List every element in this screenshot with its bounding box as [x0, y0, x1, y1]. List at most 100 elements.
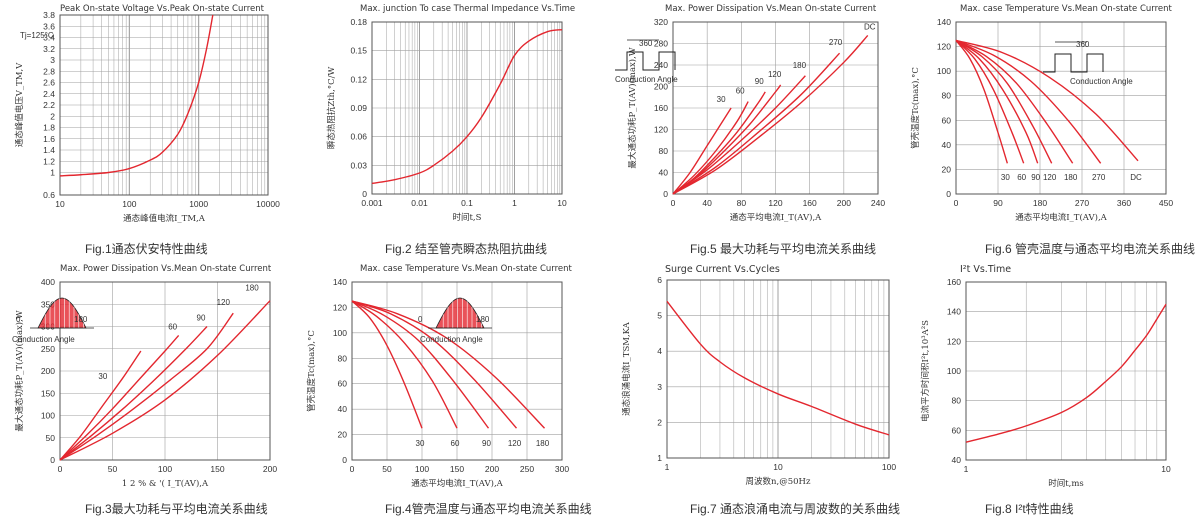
- x-tick-label: 120: [768, 198, 782, 208]
- x-tick-label: 0: [350, 464, 355, 474]
- series-line: [672, 84, 782, 195]
- tick-labels: 050100150200050100150200250300350400: [41, 277, 278, 474]
- y-tick-label: 2.4: [43, 89, 55, 99]
- series-curves: [59, 300, 271, 461]
- y-tick-label: 0.18: [350, 17, 367, 27]
- y-tick-label: 1.6: [43, 134, 55, 144]
- chart-title: Max. Power Dissipation Vs.Mean On-state …: [60, 264, 272, 274]
- chart-title: Surge Current Vs.Cycles: [665, 264, 780, 275]
- series-label: DC: [864, 22, 876, 31]
- gridlines: [59, 14, 269, 196]
- series-curves: [371, 28, 563, 185]
- series-line: [672, 52, 841, 195]
- figure-caption: Fig.4管壳温度与通态平均电流关系曲线: [385, 502, 592, 516]
- y-axis-label: 管壳温度Tc(max),°C: [306, 330, 317, 412]
- chart-annotation: 360: [639, 39, 653, 48]
- y-tick-label: 120: [937, 42, 951, 52]
- series-line: [351, 300, 458, 429]
- chart-panel-power-sine: Max. Power Dissipation Vs.Mean On-state …: [0, 260, 300, 520]
- y-tick-label: 5: [657, 311, 662, 321]
- y-tick-label: 1: [657, 453, 662, 463]
- chart-annotation: 180: [74, 315, 88, 324]
- y-tick-label: 250: [41, 344, 55, 354]
- x-tick-label: 100: [122, 199, 136, 209]
- gridlines: [965, 281, 1167, 461]
- y-tick-label: 120: [947, 336, 961, 346]
- series-curves: [965, 303, 1167, 443]
- y-axis-label: 电流平方时间积I²t,10³A²S: [920, 320, 931, 422]
- y-tick-label: 2: [657, 417, 662, 427]
- figure-caption: Fig.8 I²t特性曲线: [985, 502, 1074, 516]
- square-wave-icon: [615, 51, 676, 71]
- series-label: 270: [1092, 173, 1106, 182]
- y-tick-label: 1: [50, 168, 55, 178]
- x-tick-label: 200: [837, 198, 851, 208]
- x-tick-label: 0: [58, 464, 63, 474]
- x-tick-label: 180: [1033, 198, 1047, 208]
- y-tick-label: 40: [942, 140, 952, 150]
- gridlines: [371, 21, 563, 195]
- series-line: [955, 39, 1074, 164]
- x-tick-label: 450: [1159, 198, 1173, 208]
- y-tick-label: 2.2: [43, 100, 55, 110]
- chart-panel-voltage-current: Peak On-state Voltage Vs.Peak On-state C…: [0, 0, 300, 260]
- y-tick-label: 80: [659, 146, 669, 156]
- series-line: [59, 326, 208, 461]
- y-tick-label: 100: [41, 411, 55, 421]
- x-tick-label: 200: [263, 464, 277, 474]
- y-tick-label: 40: [952, 455, 962, 465]
- series-line: [371, 28, 563, 185]
- chart-panel-thermal-impedance: Max. junction To case Thermal Impedance …: [300, 0, 600, 260]
- x-tick-label: 250: [520, 464, 534, 474]
- y-tick-label: 60: [338, 379, 348, 389]
- x-tick-label: 1: [665, 462, 670, 472]
- y-tick-label: 0.06: [350, 132, 367, 142]
- series-label: 120: [768, 70, 782, 79]
- series-line: [59, 350, 142, 461]
- y-tick-label: 0.03: [350, 160, 367, 170]
- series-label: 180: [1064, 173, 1078, 182]
- series-line: [351, 300, 423, 429]
- chart-panel-power-rect: Max. Power Dissipation Vs.Mean On-state …: [605, 0, 905, 260]
- x-tick-label: 80: [737, 198, 747, 208]
- half-sine-icon: [30, 297, 94, 329]
- figure-caption: Fig.2 结至管壳瞬态热阻抗曲线: [385, 242, 548, 256]
- x-tick-label: 10: [1161, 464, 1171, 474]
- chart-title: Peak On-state Voltage Vs.Peak On-state C…: [60, 4, 264, 14]
- x-tick-label: 150: [450, 464, 464, 474]
- series-label: 60: [451, 439, 460, 448]
- chart-annotation: Conduction Angle: [12, 335, 75, 344]
- series-label: 30: [1001, 173, 1010, 182]
- x-tick-label: 0.01: [411, 198, 428, 208]
- y-tick-label: 80: [952, 396, 962, 406]
- series-line: [965, 303, 1167, 443]
- y-axis-label: 瞬态热阻抗Zth,°C/W: [326, 67, 337, 150]
- chart-title: Max. Power Dissipation Vs.Mean On-state …: [665, 4, 877, 14]
- y-tick-label: 80: [942, 91, 952, 101]
- y-tick-label: 200: [654, 82, 668, 92]
- y-tick-label: 0: [342, 455, 347, 465]
- y-tick-label: 100: [333, 328, 347, 338]
- x-tick-label: 360: [1117, 198, 1131, 208]
- series-curves: [672, 34, 869, 195]
- chart-svg: 0 50 100 150 200 250 300020406080100120140通态平均…: [306, 277, 569, 489]
- y-tick-label: 1.4: [43, 145, 55, 155]
- x-tick-label: 0: [954, 198, 959, 208]
- y-tick-label: 400: [41, 277, 55, 287]
- plot-frame: [59, 14, 269, 196]
- chart-svg: 1 10 100 1 2 3 4 5 6 周波数n,@50Hz 通态浪涌电流I_TSM,KA: [621, 275, 896, 487]
- y-tick-label: 20: [942, 164, 952, 174]
- y-tick-label: 3.2: [43, 44, 55, 54]
- chart-annotation: Conduction Angle: [615, 75, 678, 84]
- series-curves: [351, 300, 546, 429]
- y-tick-label: 280: [654, 39, 668, 49]
- y-tick-label: 1.8: [43, 123, 55, 133]
- tick-labels: 10 100 1000 10000 0.6 1 1.21.41.61.8 22.22.42.6…: [43, 10, 280, 209]
- x-tick-label: 300: [555, 464, 569, 474]
- chart-panel-case-temp-sine: Max. case Temperature Vs.Mean On-state C…: [300, 260, 600, 520]
- series-line: [672, 75, 806, 195]
- series-label: 90: [755, 77, 764, 86]
- chart-annotation: 360: [1076, 40, 1090, 49]
- y-tick-label: 160: [947, 277, 961, 287]
- x-tick-label: 10: [557, 198, 567, 208]
